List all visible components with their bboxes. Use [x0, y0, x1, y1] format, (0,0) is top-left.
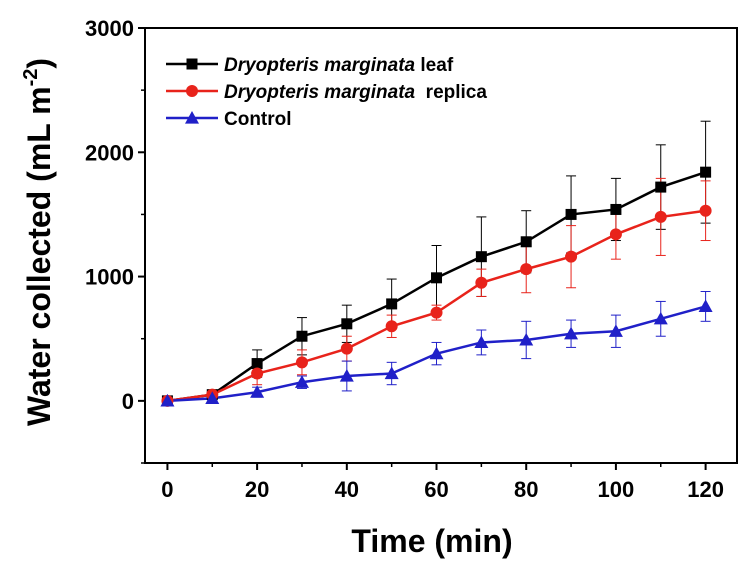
data-point-replica — [295, 356, 308, 369]
y-tick-label: 0 — [122, 389, 134, 414]
legend-label-replica: Dryopteris marginata replica — [224, 82, 487, 103]
y-axis-title-main: Water collected (mL m — [21, 86, 57, 426]
data-point-control — [250, 385, 265, 398]
data-point-leaf — [341, 318, 353, 330]
y-tick-label: 1000 — [85, 265, 134, 290]
data-point-replica — [251, 367, 264, 380]
data-point-replica — [340, 342, 353, 355]
data-point-control — [205, 391, 220, 404]
data-point-leaf — [475, 251, 487, 263]
data-point-leaf — [520, 236, 532, 248]
data-point-control — [698, 299, 713, 312]
data-point-replica — [430, 306, 443, 319]
legend-label-leaf: Dryopteris marginata leaf — [224, 55, 454, 76]
y-tick-label: 3000 — [85, 16, 134, 41]
x-tick-label: 40 — [335, 477, 359, 502]
y-axis-title: Water collected (mL m-2) — [20, 58, 57, 426]
data-point-control — [384, 366, 399, 380]
data-point-replica — [385, 320, 398, 333]
data-point-control — [519, 332, 534, 346]
legend-marker-replica — [186, 85, 198, 97]
data-point-leaf — [565, 208, 577, 220]
x-tick-label: 120 — [687, 477, 724, 502]
data-point-control — [160, 393, 175, 407]
legend-label-suffix: Control — [224, 109, 292, 130]
x-tick-label: 0 — [161, 477, 173, 502]
y-tick-label: 2000 — [85, 140, 134, 165]
y-axis-title-superscript: -2 — [20, 69, 42, 87]
x-axis-title: Time (min) — [351, 523, 512, 559]
x-tick-label: 20 — [245, 477, 269, 502]
data-point-control — [429, 346, 444, 360]
data-point-leaf — [655, 181, 667, 193]
data-point-leaf — [700, 166, 712, 178]
legend-label-species: Dryopteris marginata — [224, 55, 416, 76]
data-point-control — [339, 369, 354, 382]
data-point-replica — [520, 263, 533, 276]
x-tick-label: 100 — [598, 477, 635, 502]
legend-label-suffix: leaf — [415, 55, 454, 76]
x-tick-label: 60 — [424, 477, 448, 502]
legend-label-control: Control — [224, 109, 292, 130]
x-tick-label: 80 — [514, 477, 538, 502]
data-point-control — [653, 311, 668, 325]
legend-marker-control — [185, 111, 199, 124]
legend-label-suffix: replica — [415, 82, 487, 103]
legend-marker-leaf — [186, 58, 198, 70]
y-axis-title-close: ) — [21, 58, 57, 69]
data-point-replica — [654, 210, 667, 223]
data-point-replica — [565, 250, 578, 263]
data-point-leaf — [386, 298, 398, 310]
data-point-leaf — [251, 358, 263, 370]
plot-frame — [144, 27, 738, 464]
data-point-leaf — [296, 330, 308, 342]
data-point-control — [474, 335, 489, 349]
data-point-replica — [609, 228, 622, 241]
data-point-leaf — [431, 272, 443, 284]
data-point-control — [608, 324, 623, 337]
data-point-control — [294, 375, 309, 388]
data-point-control — [564, 326, 579, 340]
legend-label-species: Dryopteris marginata — [224, 82, 416, 103]
data-point-replica — [475, 276, 488, 289]
data-point-replica — [699, 204, 712, 217]
data-point-leaf — [610, 203, 622, 215]
